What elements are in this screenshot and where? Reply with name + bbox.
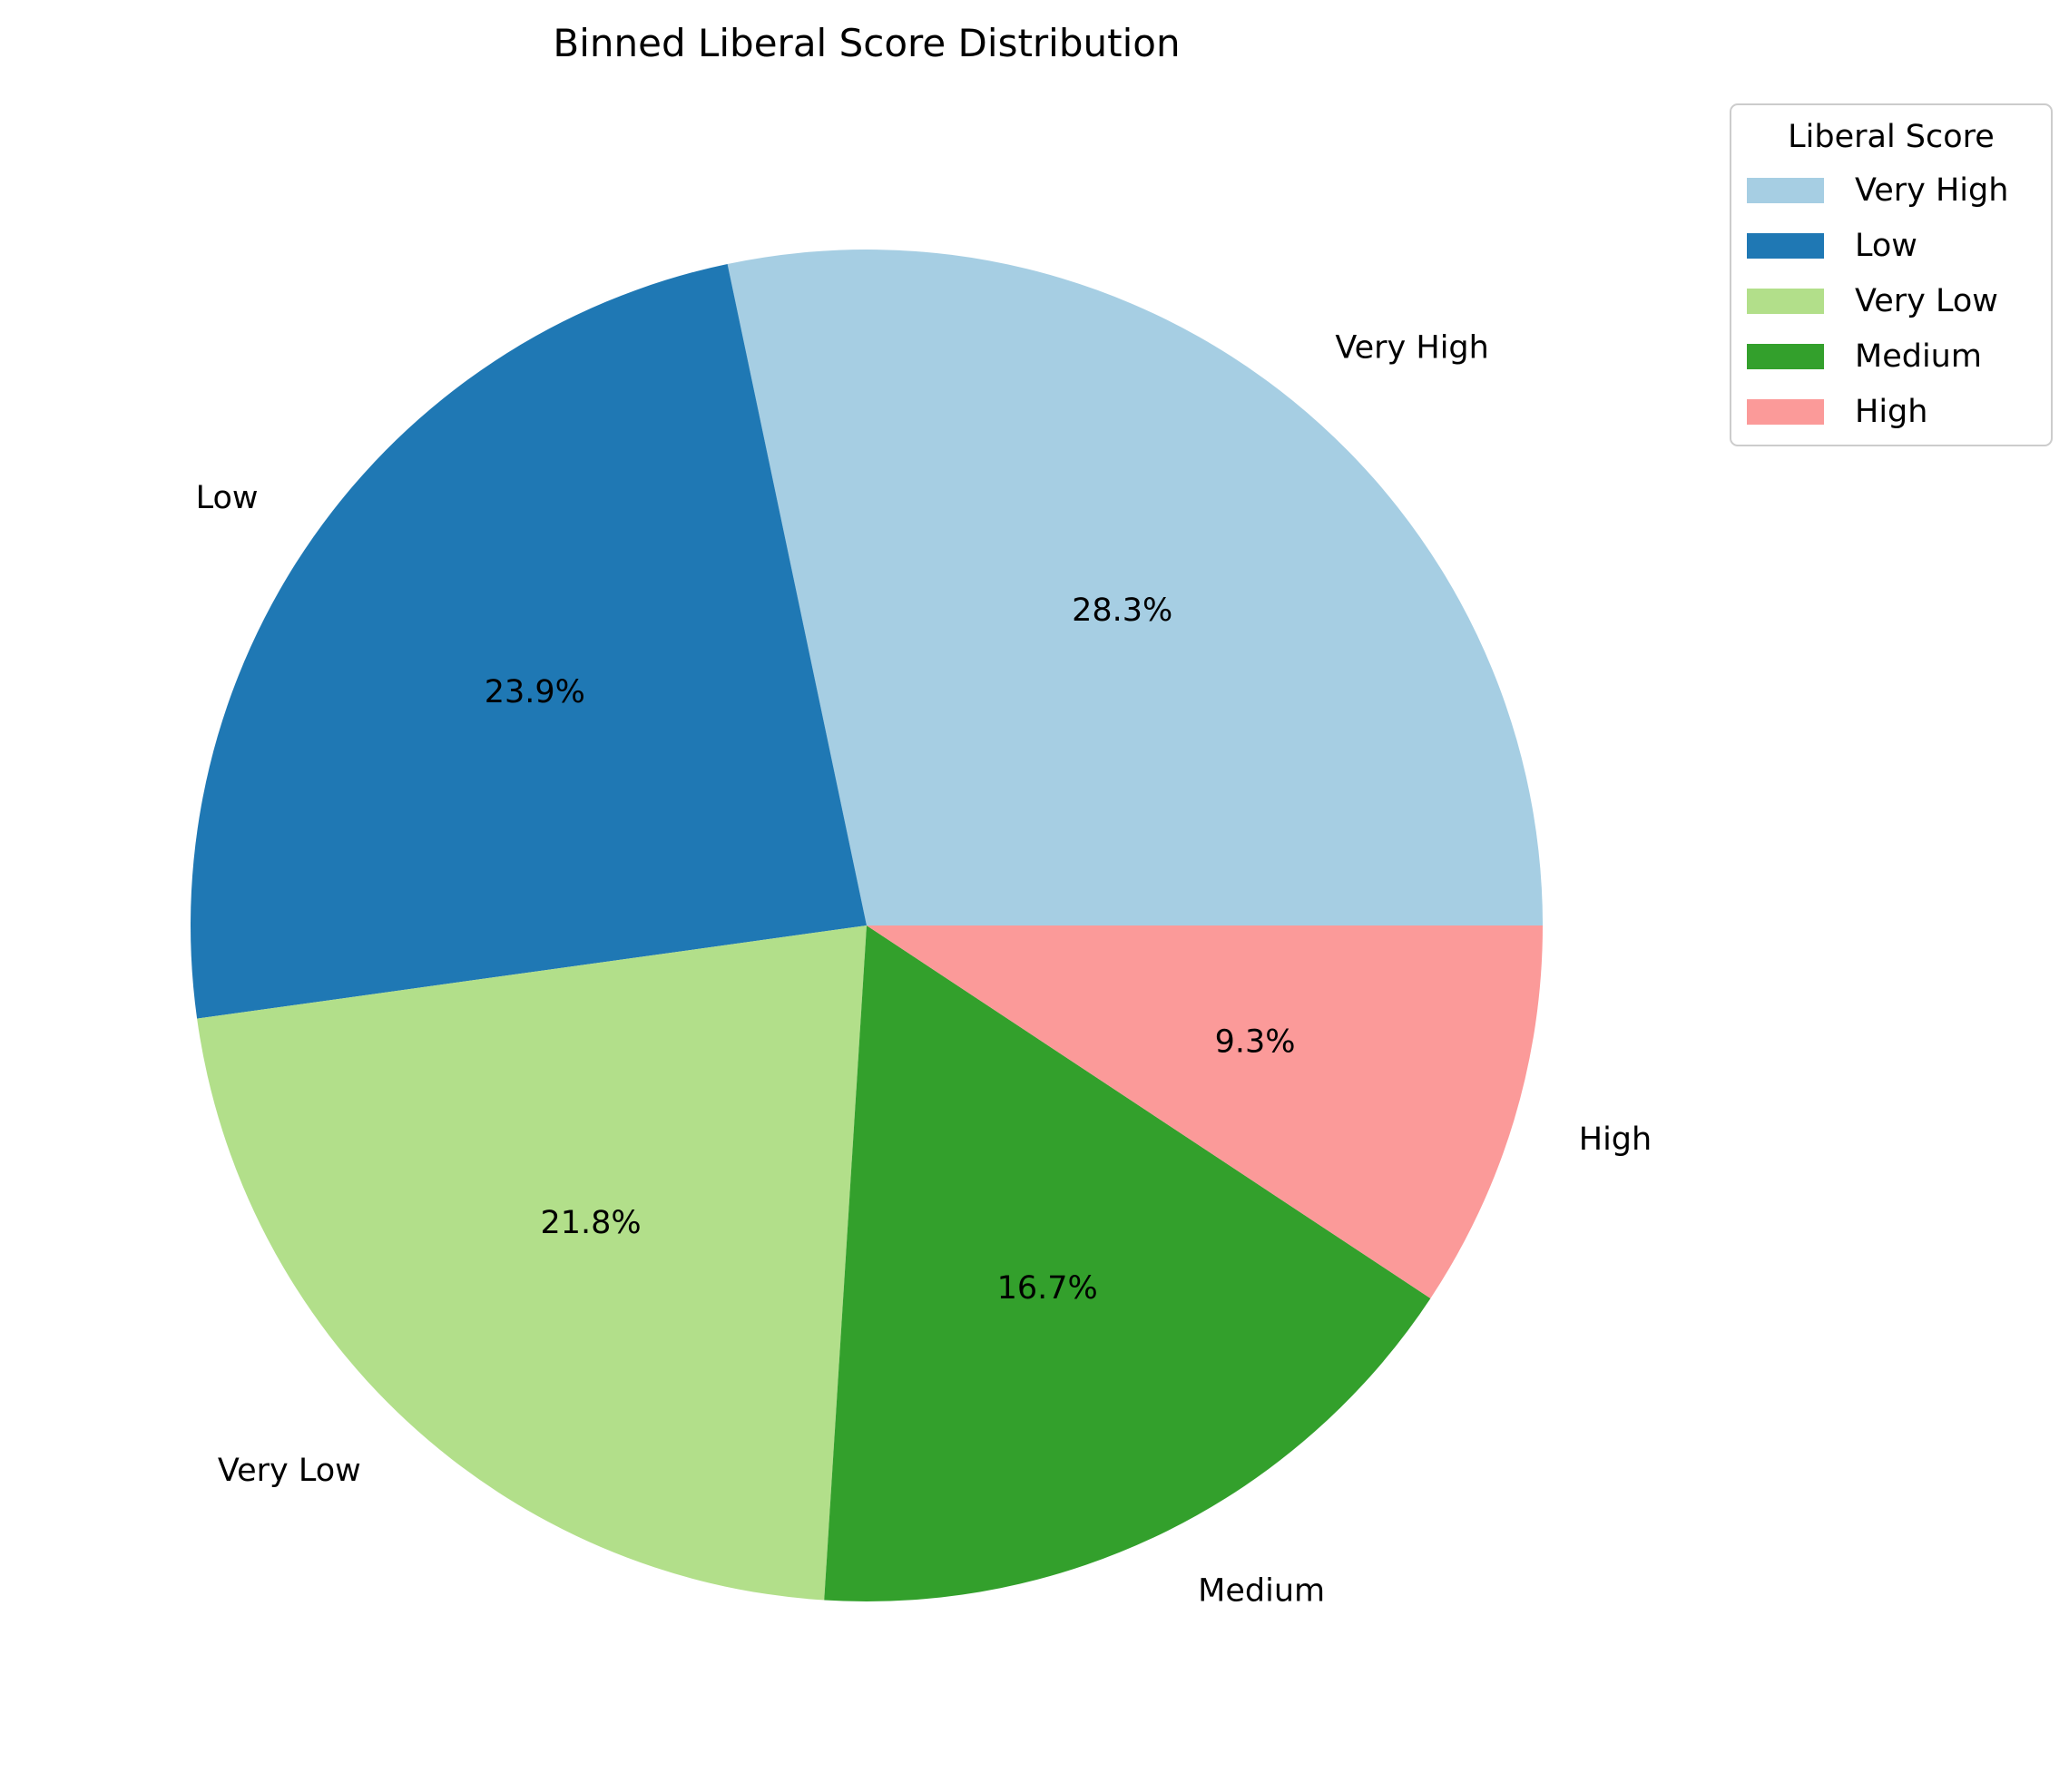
legend-swatch-very-low [1747,289,1824,314]
legend-label-very-low: Very Low [1855,283,1998,319]
pie-slice-medium [824,925,1431,1601]
pie-percent-label-very-high: 28.3% [1072,592,1172,629]
legend-swatch-high [1747,399,1824,425]
legend-title: Liberal Score [1788,119,1995,155]
legend-label-high: High [1855,394,1927,430]
chart-title: Binned Liberal Score Distribution [553,21,1180,65]
pie-percent-label-medium: 16.7% [997,1270,1098,1307]
legend-label-low: Low [1855,228,1917,264]
pie-category-label-low: Low [196,480,259,516]
category-labels: Very High Low Very Low Medium High [196,330,1652,1610]
legend-label-medium: Medium [1855,338,1982,375]
pie-slices [190,250,1543,1601]
legend: Liberal Score Very High Low Very Low Medium… [1730,103,2053,446]
legend-swatch-very-high [1747,178,1824,203]
pie-slice-high [867,925,1543,1298]
pie-slice-very-high [727,250,1543,926]
percentage-labels: 28.3% 23.9% 21.8% 16.7% 9.3% [485,592,1296,1307]
pie-category-label-high: High [1579,1121,1652,1158]
legend-swatch-medium [1747,344,1824,369]
pie-percent-label-very-low: 21.8% [540,1205,641,1241]
pie-category-label-very-low: Very Low [218,1453,361,1489]
pie-percent-label-low: 23.9% [485,674,585,710]
pie-slice-very-low [197,925,868,1601]
legend-label-very-high: Very High [1855,172,2008,209]
legend-entries: Very High Low Very Low Medium High [1747,172,2008,430]
pie-category-label-medium: Medium [1198,1573,1325,1610]
legend-swatch-low [1747,233,1824,259]
pie-slice-low [190,263,867,1019]
pie-percent-label-high: 9.3% [1215,1024,1296,1061]
pie-category-label-very-high: Very High [1335,330,1488,367]
